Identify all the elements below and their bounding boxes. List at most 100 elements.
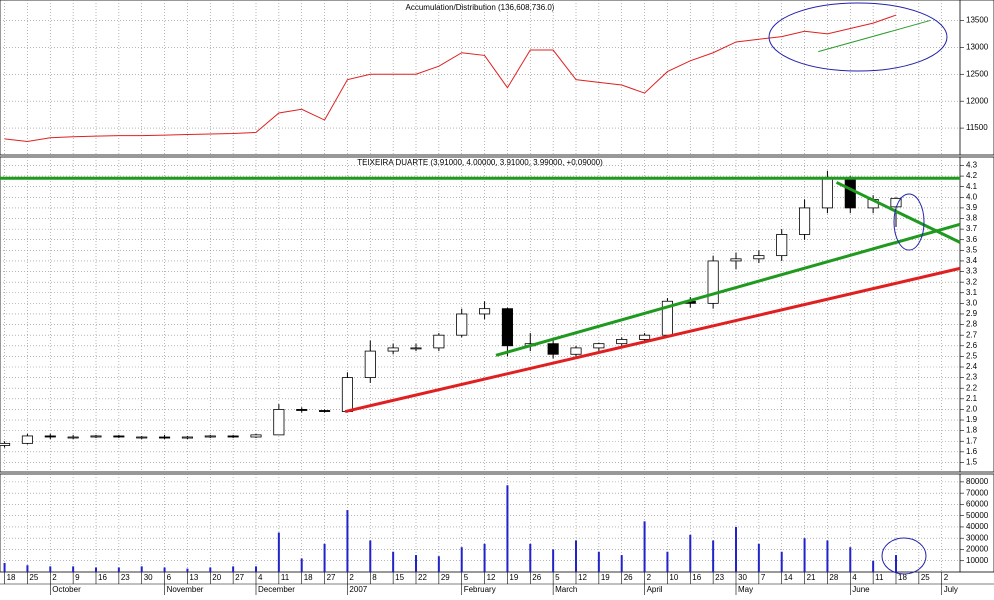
y-tick-label: 70000 (966, 488, 989, 497)
y-tick-label: 3.6 (966, 235, 978, 244)
y-tick-label: 1.9 (966, 415, 978, 424)
y-tick-label: 13000 (966, 42, 989, 51)
volume-bar (140, 566, 143, 572)
candle-body (204, 435, 216, 438)
y-tick-label: 12000 (966, 96, 989, 105)
x-tick-label: 10 (669, 573, 678, 582)
y-tick-label: 3.3 (966, 267, 978, 276)
x-tick-label: 15 (395, 573, 404, 582)
x-tick-label: 20 (212, 573, 221, 582)
x-tick-label: 6 (167, 573, 172, 582)
volume-bar (895, 555, 897, 572)
volume-bar (597, 551, 600, 572)
y-tick-label: 3.7 (966, 224, 978, 233)
x-tick-label: 14 (784, 573, 793, 582)
y-tick-label: 2.1 (966, 394, 978, 403)
volume-bar (323, 543, 326, 572)
volume-bar (483, 543, 486, 572)
candle-body (21, 435, 33, 444)
x-tick-label: 18 (304, 573, 313, 582)
panel-frame (0, 156, 994, 473)
y-tick-label: 12500 (966, 69, 989, 78)
panel-frame (0, 0, 994, 156)
volume-bar (460, 547, 463, 572)
candle-body (776, 234, 788, 257)
candle-body (799, 207, 811, 235)
y-tick-label: 3.8 (966, 214, 978, 223)
volume-bar (437, 556, 440, 572)
volume-bar (575, 540, 577, 572)
y-tick-label: 2.8 (966, 320, 978, 329)
candle-body (821, 177, 833, 209)
x-tick-label: 27 (327, 573, 336, 582)
volume-bar (803, 538, 806, 572)
y-tick-label: 4.2 (966, 171, 978, 180)
x-tick-label: 9 (75, 573, 80, 582)
volume-bar (95, 567, 97, 572)
volume-bar (277, 532, 280, 572)
y-tick-label: 4.3 (966, 161, 978, 170)
month-label: May (738, 585, 753, 594)
panel-frame (0, 473, 994, 573)
month-label: October (52, 585, 81, 594)
x-tick-label: 27 (235, 573, 244, 582)
candle-body (250, 434, 262, 438)
y-tick-label: 1.6 (966, 447, 978, 456)
trend-line (495, 222, 961, 357)
x-tick-label: 25 (29, 573, 38, 582)
y-tick-label: 2.9 (966, 309, 978, 318)
candle-body (479, 308, 491, 315)
y-tick-label: 3.2 (966, 277, 978, 286)
candle-body (547, 343, 559, 355)
y-tick-label: 10000 (966, 556, 989, 565)
candle-body (227, 435, 239, 438)
x-tick-label: 2 (52, 573, 57, 582)
y-tick-label: 2.4 (966, 362, 978, 371)
y-tick-label: 4.0 (966, 192, 978, 201)
volume-bar (415, 555, 417, 572)
volume-bar (529, 543, 532, 572)
trend-line (344, 266, 961, 414)
volume-bar (757, 543, 760, 572)
month-label: February (464, 585, 496, 594)
volume-bar (117, 567, 120, 572)
volume-bar (552, 549, 555, 572)
y-tick-label: 3.1 (966, 288, 978, 297)
volume-bar (300, 558, 303, 572)
x-tick-label: 16 (692, 573, 701, 582)
volume-bar (209, 567, 212, 572)
volume-bar (826, 540, 829, 572)
volume-bar (49, 566, 52, 572)
x-tick-label: 29 (441, 573, 450, 582)
month-label: April (647, 585, 663, 594)
volume-bar (712, 540, 715, 572)
candle-body (181, 436, 193, 439)
x-tick-label: 11 (875, 573, 884, 582)
x-tick-label: 22 (418, 573, 427, 582)
volume-bar (232, 566, 235, 572)
highlight-ellipse (881, 537, 927, 575)
volume-bar (163, 567, 166, 572)
y-tick-label: 80000 (966, 477, 989, 486)
x-tick-label: 25 (921, 573, 930, 582)
candle-body (730, 258, 742, 262)
x-tick-label: 18 (898, 573, 907, 582)
candle-body (410, 347, 422, 350)
candle-body (44, 435, 56, 438)
y-tick-label: 4.1 (966, 182, 978, 191)
x-tick-label: 30 (738, 573, 747, 582)
y-tick-label: 3.4 (966, 256, 978, 265)
y-tick-label: 2.0 (966, 405, 978, 414)
month-label: November (167, 585, 204, 594)
x-tick-label: 7 (761, 573, 766, 582)
x-tick-label: 19 (509, 573, 518, 582)
volume-bar (369, 540, 372, 572)
x-tick-label: 2 (349, 573, 354, 582)
candle-body (113, 435, 125, 438)
volume-bar (506, 485, 509, 572)
y-tick-label: 1.7 (966, 436, 978, 445)
x-tick-label: 8 (372, 573, 377, 582)
x-tick-label: 21 (807, 573, 816, 582)
volume-bar (620, 555, 623, 572)
volume-bar (255, 566, 257, 572)
